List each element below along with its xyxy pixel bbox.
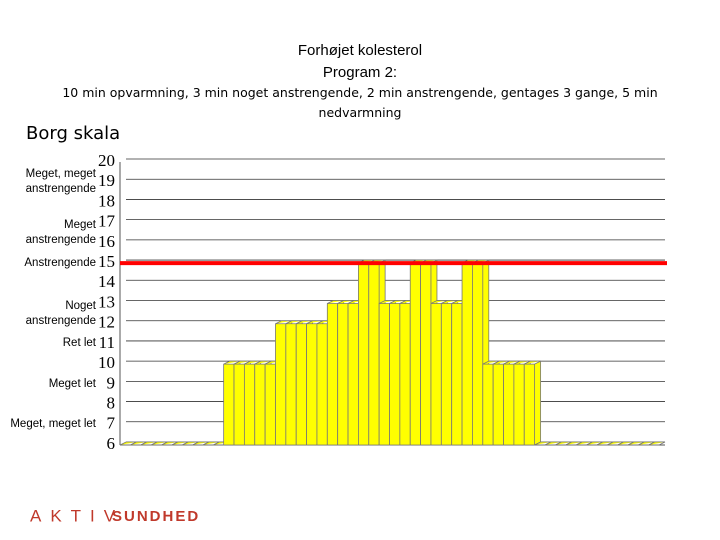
scale-annotation: Meget, meget anstrengende [25, 168, 96, 196]
scale-annotation-box: Meget let [48, 377, 96, 390]
description-box: 10 min opvarmning, 3 min noget anstrenge… [62, 85, 658, 120]
scale-annotation-box: Noget anstrengende [25, 299, 96, 327]
y-tick-label: 20 [98, 151, 115, 170]
scale-annotation: Ret let [62, 337, 96, 350]
scale-annotation-box: Ret let [62, 337, 96, 350]
scale-annotation: Anstrengende [24, 256, 96, 269]
scale-annotation-box: Meget, meget anstrengende [25, 168, 96, 196]
y-tick-label: 18 [98, 191, 115, 210]
y-tick-label: 10 [98, 353, 115, 372]
bar [648, 441, 666, 446]
logo-word1: AKTIV [30, 506, 124, 525]
y-tick-label: 7 [107, 414, 116, 433]
y-tick-label: 9 [107, 373, 116, 392]
scale-annotation-box: Meget anstrengende [25, 218, 96, 246]
scale-annotation-box: Meget, meget let [10, 418, 96, 431]
bar [523, 360, 542, 446]
y-tick-label: 14 [98, 272, 116, 291]
y-tick-label: 11 [99, 333, 115, 352]
y-tick-label: 16 [98, 232, 115, 251]
scale-annotation: Meget, meget let [10, 418, 96, 431]
y-tick-label: 19 [98, 171, 115, 190]
scale-annotation-box: Anstrengende [24, 256, 96, 269]
y-tick-label: 17 [98, 212, 116, 231]
scale-annotation: Noget anstrengende [25, 299, 96, 327]
y-axis-label: Borg skala [26, 123, 120, 144]
y-tick-label: 13 [98, 292, 115, 311]
scale-annotation: Meget anstrengende [25, 218, 96, 246]
chart-title: Forhøjet kolesterol [298, 42, 422, 59]
y-tick-label: 6 [107, 434, 116, 453]
y-tick-label: 8 [107, 393, 116, 412]
y-tick-label: 15 [98, 252, 115, 271]
chart-subtitle: Program 2: [323, 64, 397, 81]
scale-annotation: Meget let [48, 377, 96, 390]
logo-word2: SUNDHED [112, 508, 200, 525]
description: 10 min opvarmning, 3 min noget anstrenge… [62, 85, 658, 120]
y-tick-label: 12 [98, 313, 115, 332]
